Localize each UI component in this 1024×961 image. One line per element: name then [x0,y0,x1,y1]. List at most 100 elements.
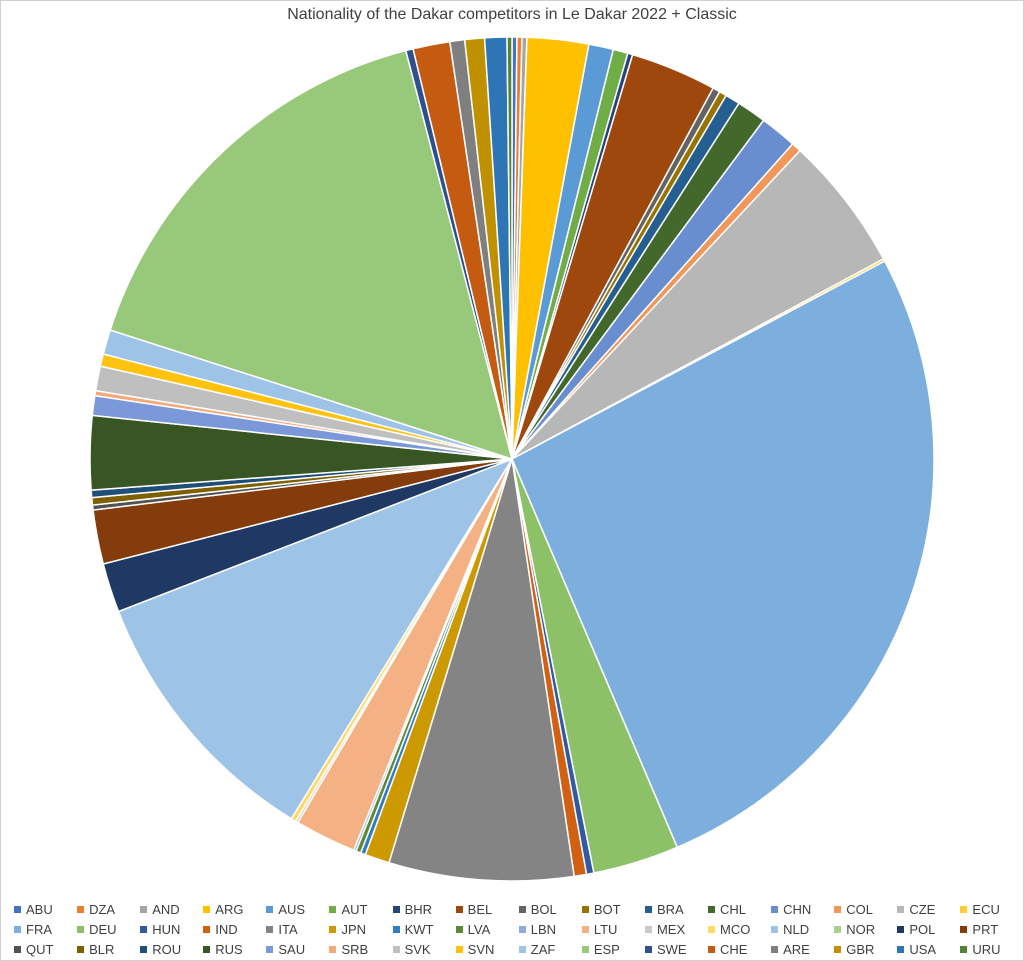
legend-swatch [581,905,589,913]
legend-swatch [392,925,400,933]
legend-swatch [771,945,779,953]
legend-swatch [77,945,85,953]
legend-swatch [140,905,148,913]
legend-label: NLD [783,921,810,937]
legend-label: RUS [215,941,243,957]
legend-label: ZAF [530,941,556,957]
legend-label: PRT [972,921,999,937]
legend-item-dza: DZA [71,902,134,917]
legend-label: AUT [341,901,368,917]
legend-label: BEL [467,901,493,917]
legend-swatch [960,905,968,913]
legend-item-deu: DEU [71,922,134,937]
legend-swatch [897,925,905,933]
pie-chart [89,36,935,882]
legend-item-sau: SAU [260,942,323,957]
legend-swatch [140,945,148,953]
legend-item-che: CHE [702,942,765,957]
legend-item-blr: BLR [71,942,134,957]
legend-label: JPN [341,921,367,937]
legend-row: ABU DZA AND ARG AUS AUT BHR BEL BOL BOT BRA CHL CHN C… [8,899,1018,919]
legend-label: SRB [341,941,369,957]
legend-label: ROU [152,941,182,957]
legend-swatch [329,905,337,913]
legend-label: NOR [846,921,876,937]
pie-slice-cze [511,149,885,460]
legend-item-svk: SVK [387,942,450,957]
pie-slice-nld [117,457,514,820]
legend-label: URU [972,941,1001,957]
legend: ABU DZA AND ARG AUS AUT BHR BEL BOL BOT BRA CHL CHN C… [8,899,1018,959]
legend-label: AND [152,901,180,917]
legend-swatch [266,925,274,933]
legend-item-jpn: JPN [323,922,386,937]
legend-swatch [518,925,526,933]
legend-item-nor: NOR [828,922,891,937]
legend-label: SVK [404,941,431,957]
legend-swatch [392,905,400,913]
legend-swatch [771,925,779,933]
legend-label: MCO [720,921,751,937]
legend-item-aus: AUS [260,902,323,917]
legend-label: LTU [593,921,618,937]
legend-swatch [14,905,21,913]
legend-swatch [455,905,463,913]
legend-swatch [897,945,905,953]
legend-swatch [708,945,716,953]
legend-swatch [266,945,274,953]
legend-swatch [960,925,968,933]
legend-swatch [771,905,779,913]
legend-label: DZA [89,901,116,917]
legend-swatch [455,945,463,953]
legend-item-bra: BRA [639,902,702,917]
legend-swatch [644,905,652,913]
pie-slice-uru [506,36,513,460]
legend-swatch [203,925,211,933]
legend-label: COL [846,901,873,917]
legend-swatch [708,925,716,933]
legend-item-usa: USA [891,942,954,957]
legend-swatch [960,945,968,953]
legend-label: CHL [720,901,747,917]
legend-label: FRA [26,921,52,937]
legend-item-qut: QUT [8,942,71,957]
legend-item-abu: ABU [8,902,71,917]
legend-item-chn: CHN [765,902,828,917]
legend-item-ita: ITA [260,922,323,937]
legend-swatch [518,945,526,953]
legend-swatch [518,905,526,913]
legend-item-aut: AUT [323,902,386,917]
legend-item-bot: BOT [576,902,639,917]
legend-label: BRA [656,901,684,917]
legend-item-gbr: GBR [828,942,891,957]
legend-label: DEU [89,921,117,937]
legend-swatch [329,925,337,933]
legend-item-ecu: ECU [954,902,1017,917]
legend-label: USA [909,941,937,957]
legend-swatch [897,905,905,913]
legend-label: ITA [278,921,298,937]
legend-item-ltu: LTU [576,922,639,937]
chart-title: Nationality of the Dakar competitors in … [287,6,737,23]
legend-row: FRA DEU HUN IND ITA JPN KWT LVA LBN LTU MEX MCO NLD N… [8,919,1018,939]
legend-swatch [708,905,716,913]
legend-item-are: ARE [765,942,828,957]
pie-slice-esp [109,49,514,461]
legend-label: ESP [593,941,620,957]
legend-label: IND [215,921,238,937]
legend-label: ABU [26,901,53,917]
legend-label: ARG [215,901,244,917]
legend-item-hun: HUN [134,922,197,937]
legend-label: BLR [89,941,115,957]
legend-label: CHE [720,941,748,957]
legend-item-bol: BOL [513,902,576,917]
legend-item-prt: PRT [954,922,1017,937]
legend-item-col: COL [828,902,891,917]
legend-swatch [644,925,652,933]
legend-label: GBR [846,941,875,957]
legend-item-svn: SVN [450,942,513,957]
legend-swatch [203,945,211,953]
legend-item-rou: ROU [134,942,197,957]
legend-swatch [14,925,21,933]
legend-item-esp: ESP [576,942,639,957]
